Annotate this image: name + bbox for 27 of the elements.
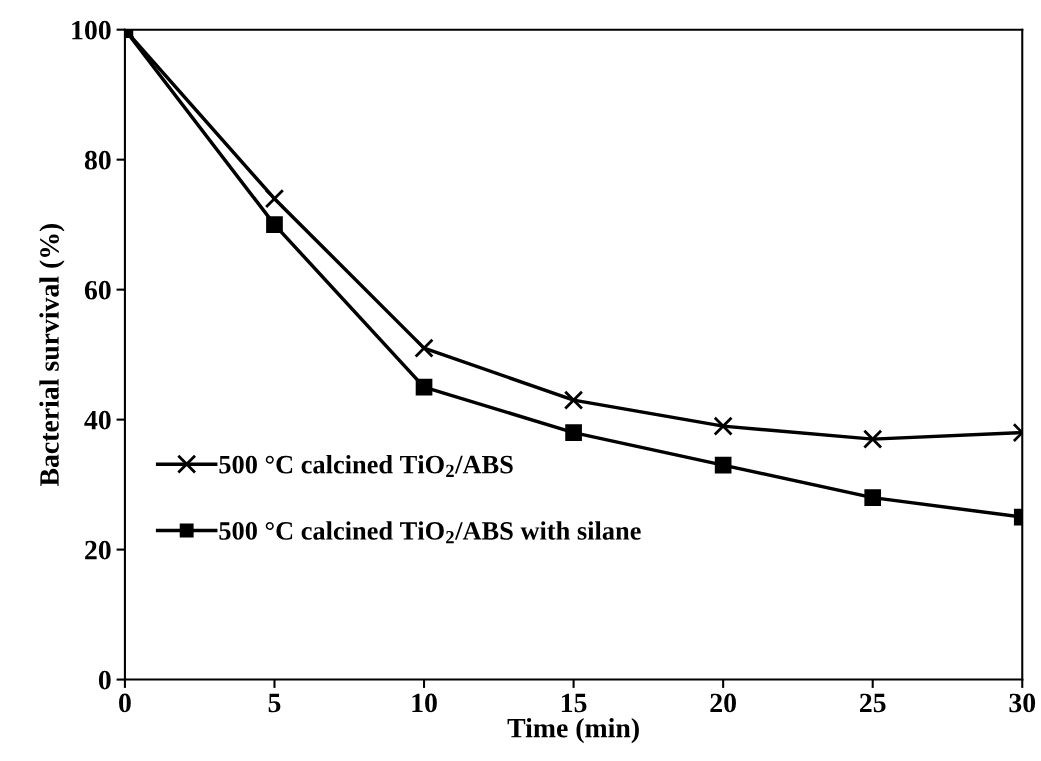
point — [264, 188, 285, 209]
y-tick-label: 100 — [72, 20, 111, 40]
point — [414, 338, 434, 358]
y-tick-label: 80 — [84, 150, 111, 170]
x-tick-label: 25 — [859, 693, 886, 713]
y-tick-label: 40 — [84, 410, 111, 430]
point — [563, 390, 584, 410]
y-tick-label: 20 — [85, 540, 111, 560]
point — [266, 216, 283, 233]
x-tick-label: 15 — [561, 693, 587, 713]
point — [714, 456, 732, 474]
legend-label: 500 °C calcined TiO$_{2}$/ABS with silane — [219, 521, 641, 544]
point — [864, 489, 882, 506]
y-tick-label: 0 — [98, 670, 111, 690]
point — [415, 378, 433, 396]
x-tick-label: 20 — [710, 693, 736, 713]
y-tick-label: 60 — [84, 280, 111, 300]
x-tick-label: 0 — [119, 693, 131, 713]
x-axis-title: Time (min) — [507, 717, 639, 744]
point — [713, 416, 733, 436]
point — [862, 429, 883, 449]
y-axis-title: Bacterial survival (%) — [39, 223, 65, 487]
x-tick-label: 5 — [268, 693, 281, 713]
point — [565, 424, 582, 441]
legend-label: 500 °C calcined TiO$_{2}$/ABS — [219, 454, 513, 477]
x-tick-label: 10 — [412, 693, 437, 713]
x-tick-label: 30 — [1009, 693, 1036, 713]
